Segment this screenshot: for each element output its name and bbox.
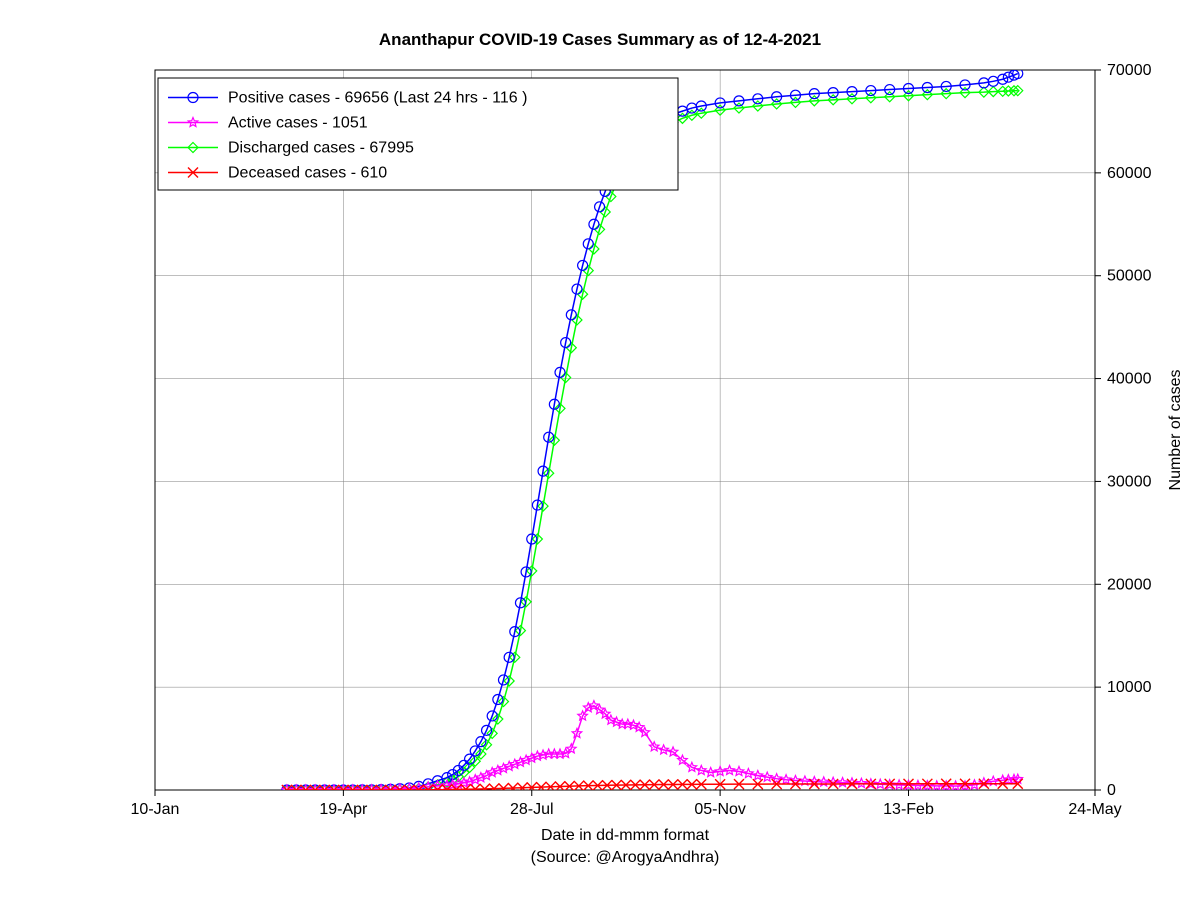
legend-label: Deceased cases - 610	[228, 165, 387, 182]
y-tick-label: 40000	[1107, 371, 1152, 388]
y-tick-label: 70000	[1107, 62, 1152, 79]
y-tick-label: 60000	[1107, 165, 1152, 182]
y-axis-label: Number of cases	[1167, 370, 1184, 491]
y-tick-label: 30000	[1107, 473, 1152, 490]
legend: Positive cases - 69656 (Last 24 hrs - 11…	[158, 78, 678, 190]
x-tick-label: 10-Jan	[131, 801, 180, 818]
chart-title: Ananthapur COVID-19 Cases Summary as of …	[379, 30, 821, 49]
x-tick-label: 13-Feb	[883, 801, 934, 818]
x-tick-label: 28-Jul	[510, 801, 554, 818]
chart-container: Ananthapur COVID-19 Cases Summary as of …	[0, 0, 1200, 898]
legend-label: Positive cases - 69656 (Last 24 hrs - 11…	[228, 90, 527, 107]
legend-label: Discharged cases - 67995	[228, 140, 414, 157]
x-tick-label: 19-Apr	[319, 801, 368, 818]
y-tick-label: 0	[1107, 782, 1116, 799]
x-tick-label: 24-May	[1068, 801, 1121, 818]
y-tick-label: 50000	[1107, 268, 1152, 285]
y-tick-label: 20000	[1107, 576, 1152, 593]
x-tick-label: 05-Nov	[694, 801, 746, 818]
x-axis-label: Date in dd-mmm format	[541, 827, 710, 844]
legend-label: Active cases - 1051	[228, 115, 368, 132]
x-axis-source: (Source: @ArogyaAndhra)	[531, 849, 720, 866]
y-tick-label: 10000	[1107, 679, 1152, 696]
chart-svg: Ananthapur COVID-19 Cases Summary as of …	[0, 0, 1200, 898]
